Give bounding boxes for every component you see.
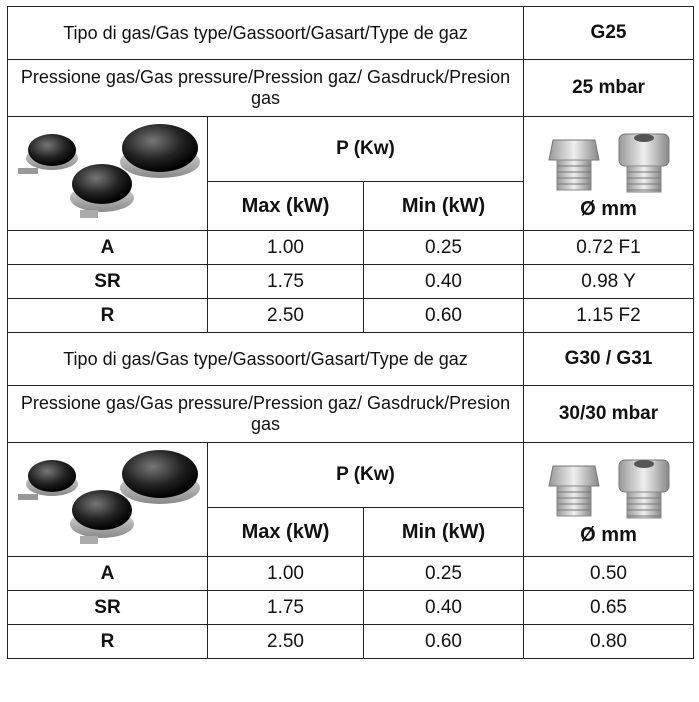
nozzle-header: Ø mm bbox=[580, 198, 637, 220]
burner-name: A bbox=[7, 556, 208, 591]
gas-table: Tipo di gas/Gas type/Gassoort/Gasart/Typ… bbox=[6, 6, 695, 659]
cell-value: 0.25 bbox=[362, 230, 525, 265]
gas-type: G25 bbox=[523, 6, 695, 60]
nozzle-header: Ø mm bbox=[580, 524, 637, 546]
power-header: P (Kw) bbox=[206, 116, 525, 182]
table-row: P (Kw) Ø mm bbox=[7, 116, 695, 231]
nozzle-image bbox=[547, 133, 670, 193]
table-row: R 2.50 0.60 0.80 bbox=[7, 624, 695, 659]
cell-value: 0.65 bbox=[523, 590, 695, 625]
cell-value: 0.80 bbox=[523, 624, 695, 659]
burner-name: R bbox=[7, 298, 208, 333]
burner-name: A bbox=[7, 230, 208, 265]
cell-value: 1.15 F2 bbox=[523, 298, 695, 333]
pressure: 25 mbar bbox=[523, 59, 695, 117]
gas-type: G30 / G31 bbox=[523, 332, 695, 386]
burner-name: SR bbox=[7, 590, 208, 625]
cell-value: 0.72 F1 bbox=[523, 230, 695, 265]
burner-cell bbox=[7, 442, 208, 557]
nozzle-image bbox=[547, 459, 670, 519]
table-row: Pressione gas/Gas pressure/Pression gaz/… bbox=[6, 59, 695, 117]
table-row: SR 1.75 0.40 0.65 bbox=[7, 590, 695, 625]
cell-value: 0.40 bbox=[362, 264, 525, 299]
cell-value: 0.60 bbox=[362, 298, 525, 333]
burner-name: R bbox=[7, 624, 208, 659]
cell-value: 0.25 bbox=[362, 556, 525, 591]
burner-image bbox=[17, 123, 200, 218]
cell-value: 1.75 bbox=[207, 590, 364, 625]
table-row: A 1.00 0.25 0.50 bbox=[7, 556, 695, 591]
table-row: R 2.50 0.60 1.15 F2 bbox=[7, 298, 695, 333]
table-row: Tipo di gas/Gas type/Gassoort/Gasart/Typ… bbox=[6, 332, 695, 386]
max-header: Max (kW) bbox=[207, 507, 364, 557]
cell-value: 0.98 Y bbox=[523, 264, 695, 299]
table-row: A 1.00 0.25 0.72 F1 bbox=[7, 230, 695, 265]
burner-name: SR bbox=[7, 264, 208, 299]
gas-type-label: Tipo di gas/Gas type/Gassoort/Gasart/Typ… bbox=[6, 6, 525, 60]
cell-value: 0.60 bbox=[362, 624, 525, 659]
gas-type-label: Tipo di gas/Gas type/Gassoort/Gasart/Typ… bbox=[6, 332, 525, 386]
cell-value: 0.40 bbox=[362, 590, 525, 625]
cell-value: 1.00 bbox=[207, 230, 364, 265]
pressure-label: Pressione gas/Gas pressure/Pression gaz/… bbox=[6, 385, 525, 443]
cell-value: 1.00 bbox=[207, 556, 364, 591]
table-body: Tipo di gas/Gas type/Gassoort/Gasart/Typ… bbox=[6, 6, 695, 659]
burner-image bbox=[17, 449, 200, 544]
table-row: P (Kw) Ø mm bbox=[7, 442, 695, 557]
power-header: P (Kw) bbox=[206, 442, 525, 508]
max-header: Max (kW) bbox=[207, 181, 364, 231]
table-row: Tipo di gas/Gas type/Gassoort/Gasart/Typ… bbox=[6, 6, 695, 60]
min-header: Min (kW) bbox=[362, 181, 525, 231]
cell-value: 0.50 bbox=[523, 556, 695, 591]
burner-cell bbox=[7, 116, 208, 231]
pressure: 30/30 mbar bbox=[523, 385, 695, 443]
pressure-label: Pressione gas/Gas pressure/Pression gaz/… bbox=[6, 59, 525, 117]
nozzle-cell: Ø mm bbox=[523, 116, 695, 231]
nozzle-cell: Ø mm bbox=[523, 442, 695, 557]
cell-value: 2.50 bbox=[207, 298, 364, 333]
table-row: Pressione gas/Gas pressure/Pression gaz/… bbox=[6, 385, 695, 443]
table-row: SR 1.75 0.40 0.98 Y bbox=[7, 264, 695, 299]
min-header: Min (kW) bbox=[362, 507, 525, 557]
table-wrap: Tipo di gas/Gas type/Gassoort/Gasart/Typ… bbox=[6, 6, 695, 659]
cell-value: 2.50 bbox=[207, 624, 364, 659]
cell-value: 1.75 bbox=[207, 264, 364, 299]
